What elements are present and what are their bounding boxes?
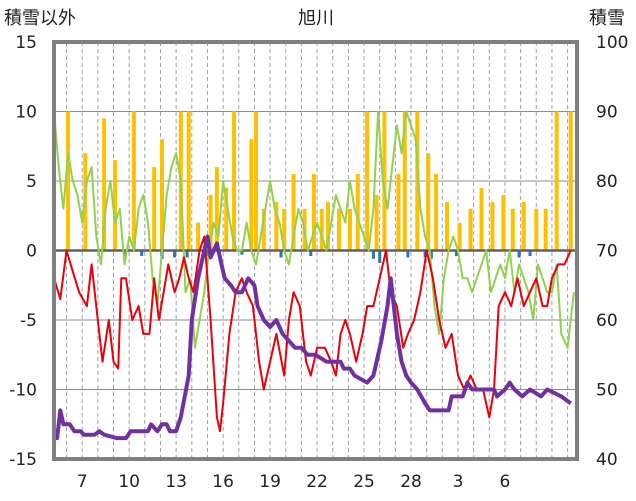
sunshine-bar [371, 250, 375, 259]
precipitation-bar [232, 111, 237, 251]
precipitation-bar [102, 118, 107, 251]
left-tick-label: 5 [26, 172, 37, 192]
left-tick-label: 10 [15, 103, 37, 123]
x-tick-label: 6 [500, 472, 511, 492]
right-tick-label: 80 [596, 172, 618, 192]
precipitation-bar [274, 201, 279, 251]
right-tick-label: 40 [596, 450, 618, 470]
left-tick-label: -5 [20, 311, 37, 331]
precipitation-bar [208, 194, 213, 251]
precipitation-bar [365, 111, 370, 251]
right-axis-title: 積雪 [589, 8, 625, 29]
sunshine-bar [173, 250, 177, 258]
right-tick-label: 50 [596, 381, 618, 401]
precipitation-bar [382, 111, 387, 251]
x-axis-ticks: 7 10 13 16 19 22 25 28 3 6 [77, 472, 511, 492]
precipitation-bar [355, 174, 360, 251]
precipitation-bar [510, 208, 515, 251]
x-tick-label: 7 [77, 472, 88, 492]
right-axis-ticks: 100 90 80 70 60 50 40 [596, 33, 628, 470]
x-tick-label: 25 [353, 472, 375, 492]
sunshine-bar [309, 250, 313, 257]
precipitation-bar [374, 194, 379, 251]
sunshine-bar [185, 250, 189, 258]
precipitation-bar [445, 201, 450, 251]
precipitation-bar [319, 208, 324, 251]
left-tick-label: 15 [15, 33, 37, 53]
sunshine-bar [240, 250, 244, 255]
sunshine-bar [528, 250, 532, 257]
sunshine-bar [140, 250, 144, 257]
x-tick-label: 10 [118, 472, 140, 492]
x-tick-label: 16 [212, 472, 234, 492]
chart-title: 旭川 [298, 8, 334, 29]
precipitation-bar [490, 201, 495, 251]
x-tick-label: 22 [306, 472, 328, 492]
sunshine-bar [279, 250, 283, 258]
left-tick-label: 0 [26, 242, 37, 262]
precipitation-bars [52, 111, 573, 251]
series-lines [53, 110, 575, 441]
left-tick-label: -15 [9, 450, 37, 470]
precipitation-bar [402, 111, 407, 251]
sunshine-bar [429, 250, 433, 259]
sunshine-bar [517, 250, 521, 258]
precipitation-bar [479, 187, 484, 251]
precipitation-bar [261, 208, 266, 251]
x-tick-label: 19 [259, 472, 281, 492]
precipitation-bar [568, 111, 573, 251]
right-tick-label: 70 [596, 242, 618, 262]
precipitation-bar [534, 208, 539, 251]
x-tick-label: 28 [400, 472, 422, 492]
left-axis-ticks: 15 10 5 0 -5 -10 -15 [9, 33, 37, 470]
precipitation-bar [415, 111, 420, 251]
precipitation-bar [336, 208, 341, 251]
precipitation-bar [113, 160, 118, 251]
left-axis-title: 積雪以外 [4, 8, 76, 29]
snow-depth-line [54, 234, 572, 441]
precipitation-bar [554, 111, 559, 251]
sunshine-bar [378, 250, 382, 264]
precipitation-bar [434, 174, 439, 251]
precipitation-bar [249, 139, 254, 251]
precipitation-bar [131, 111, 136, 251]
precipitation-bar [347, 208, 352, 251]
right-tick-label: 60 [596, 311, 618, 331]
right-tick-label: 90 [596, 103, 618, 123]
precipitation-bar [282, 208, 287, 251]
sunshine-bar [423, 250, 427, 258]
precipitation-bar [426, 153, 431, 251]
x-tick-label: 13 [165, 472, 187, 492]
precipitation-bar [253, 111, 258, 251]
sunshine-bar [205, 250, 209, 257]
precipitation-bar [66, 111, 71, 251]
precipitation-bar [457, 222, 462, 251]
precipitation-bar [291, 174, 296, 251]
precipitation-bar [468, 208, 473, 251]
precipitation-bar [501, 194, 506, 251]
precipitation-bar [214, 167, 219, 251]
precipitation-bar [311, 174, 316, 251]
precipitation-bar [160, 139, 165, 251]
precipitation-bar [543, 208, 548, 251]
precipitation-bar [186, 111, 191, 251]
right-tick-label: 100 [596, 33, 628, 53]
precipitation-bar [224, 187, 229, 251]
plot-frame [52, 40, 579, 461]
precipitation-bar [152, 167, 157, 251]
x-tick-label: 3 [453, 472, 464, 492]
sunshine-bar [406, 250, 410, 258]
sunshine-bar [454, 250, 458, 257]
precipitation-bar [521, 201, 526, 251]
left-tick-label: -10 [9, 381, 37, 401]
precipitation-bar [196, 222, 201, 251]
wind-line [53, 110, 575, 349]
precipitation-bar [326, 201, 331, 251]
precipitation-bar [396, 174, 401, 251]
